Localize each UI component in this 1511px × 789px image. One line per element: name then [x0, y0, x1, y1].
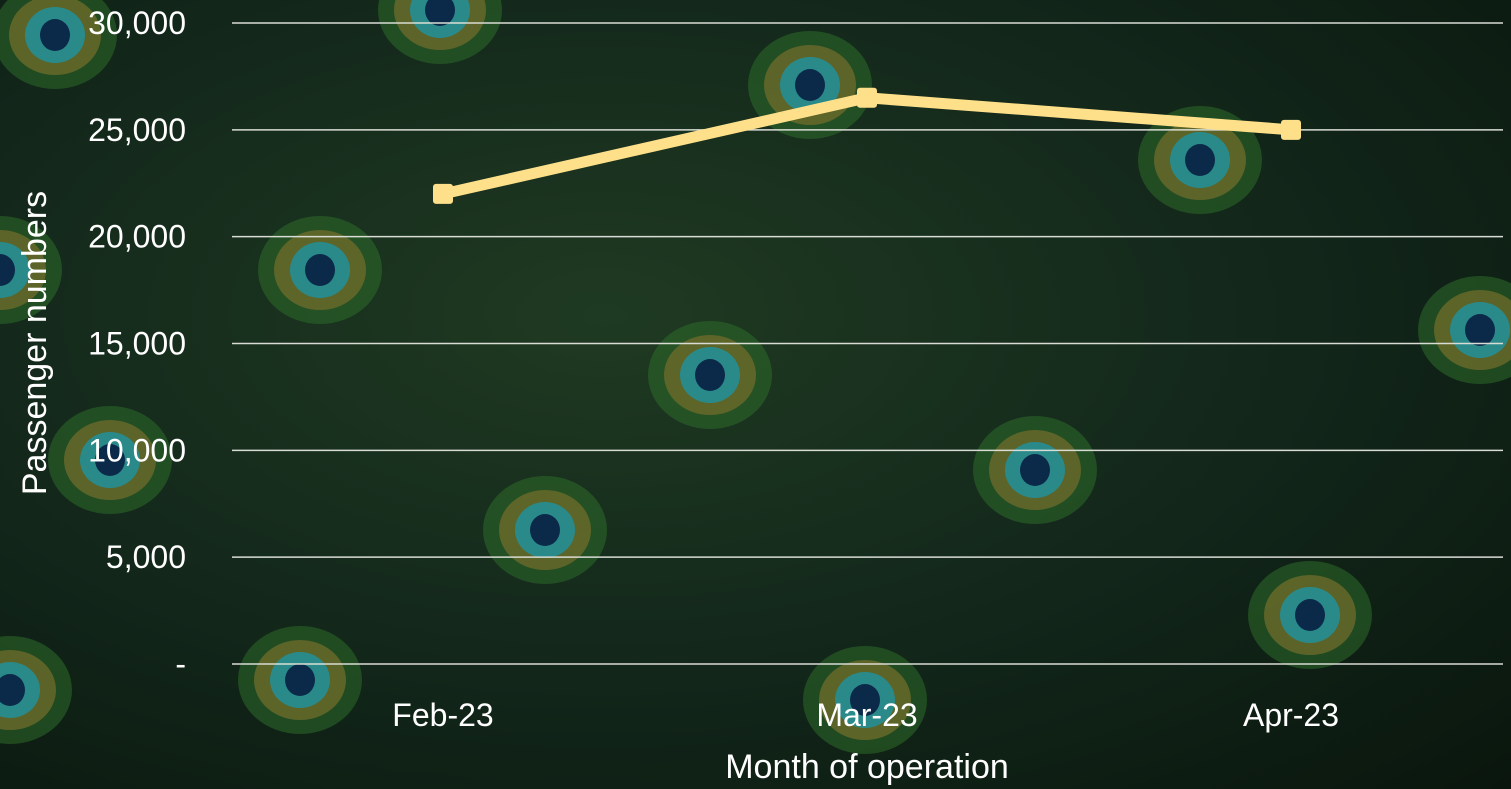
x-tick-label: Feb-23 [392, 697, 493, 733]
feather-eye [238, 626, 362, 734]
series-line [437, 92, 1297, 200]
feather-eye [648, 321, 772, 429]
series-group [433, 87, 1301, 204]
y-axis-title: Passenger numbers [16, 191, 54, 495]
feather-eye [378, 0, 502, 64]
y-tick-label: 30,000 [88, 5, 186, 41]
y-axis-ticks: - 5,000 10,000 15,000 20,000 25,000 30,000 [88, 5, 186, 682]
feather-eye [258, 216, 382, 324]
feather-eye [803, 646, 927, 754]
data-point-marker [433, 183, 453, 204]
y-tick-label: 10,000 [88, 432, 186, 468]
gridlines [232, 22, 1503, 665]
x-tick-label: Mar-23 [816, 697, 917, 733]
feather-eye [0, 636, 72, 744]
x-axis-ticks: Feb-23 Mar-23 Apr-23 [392, 697, 1339, 733]
y-tick-label: 5,000 [106, 539, 186, 575]
feather-eye [0, 0, 117, 89]
x-tick-label: Apr-23 [1243, 697, 1339, 733]
feather-eye [1248, 561, 1372, 669]
feather-eye [48, 406, 172, 514]
feather-eye [0, 216, 62, 324]
y-tick-label: - [175, 646, 186, 682]
feather-eye [748, 31, 872, 139]
data-point-marker [857, 87, 877, 108]
x-axis-title: Month of operation [725, 748, 1009, 786]
y-tick-label: 15,000 [88, 326, 186, 362]
data-point-marker [1281, 119, 1301, 140]
y-tick-label: 25,000 [88, 112, 186, 148]
feather-eye [1138, 106, 1262, 214]
y-tick-label: 20,000 [88, 219, 186, 255]
